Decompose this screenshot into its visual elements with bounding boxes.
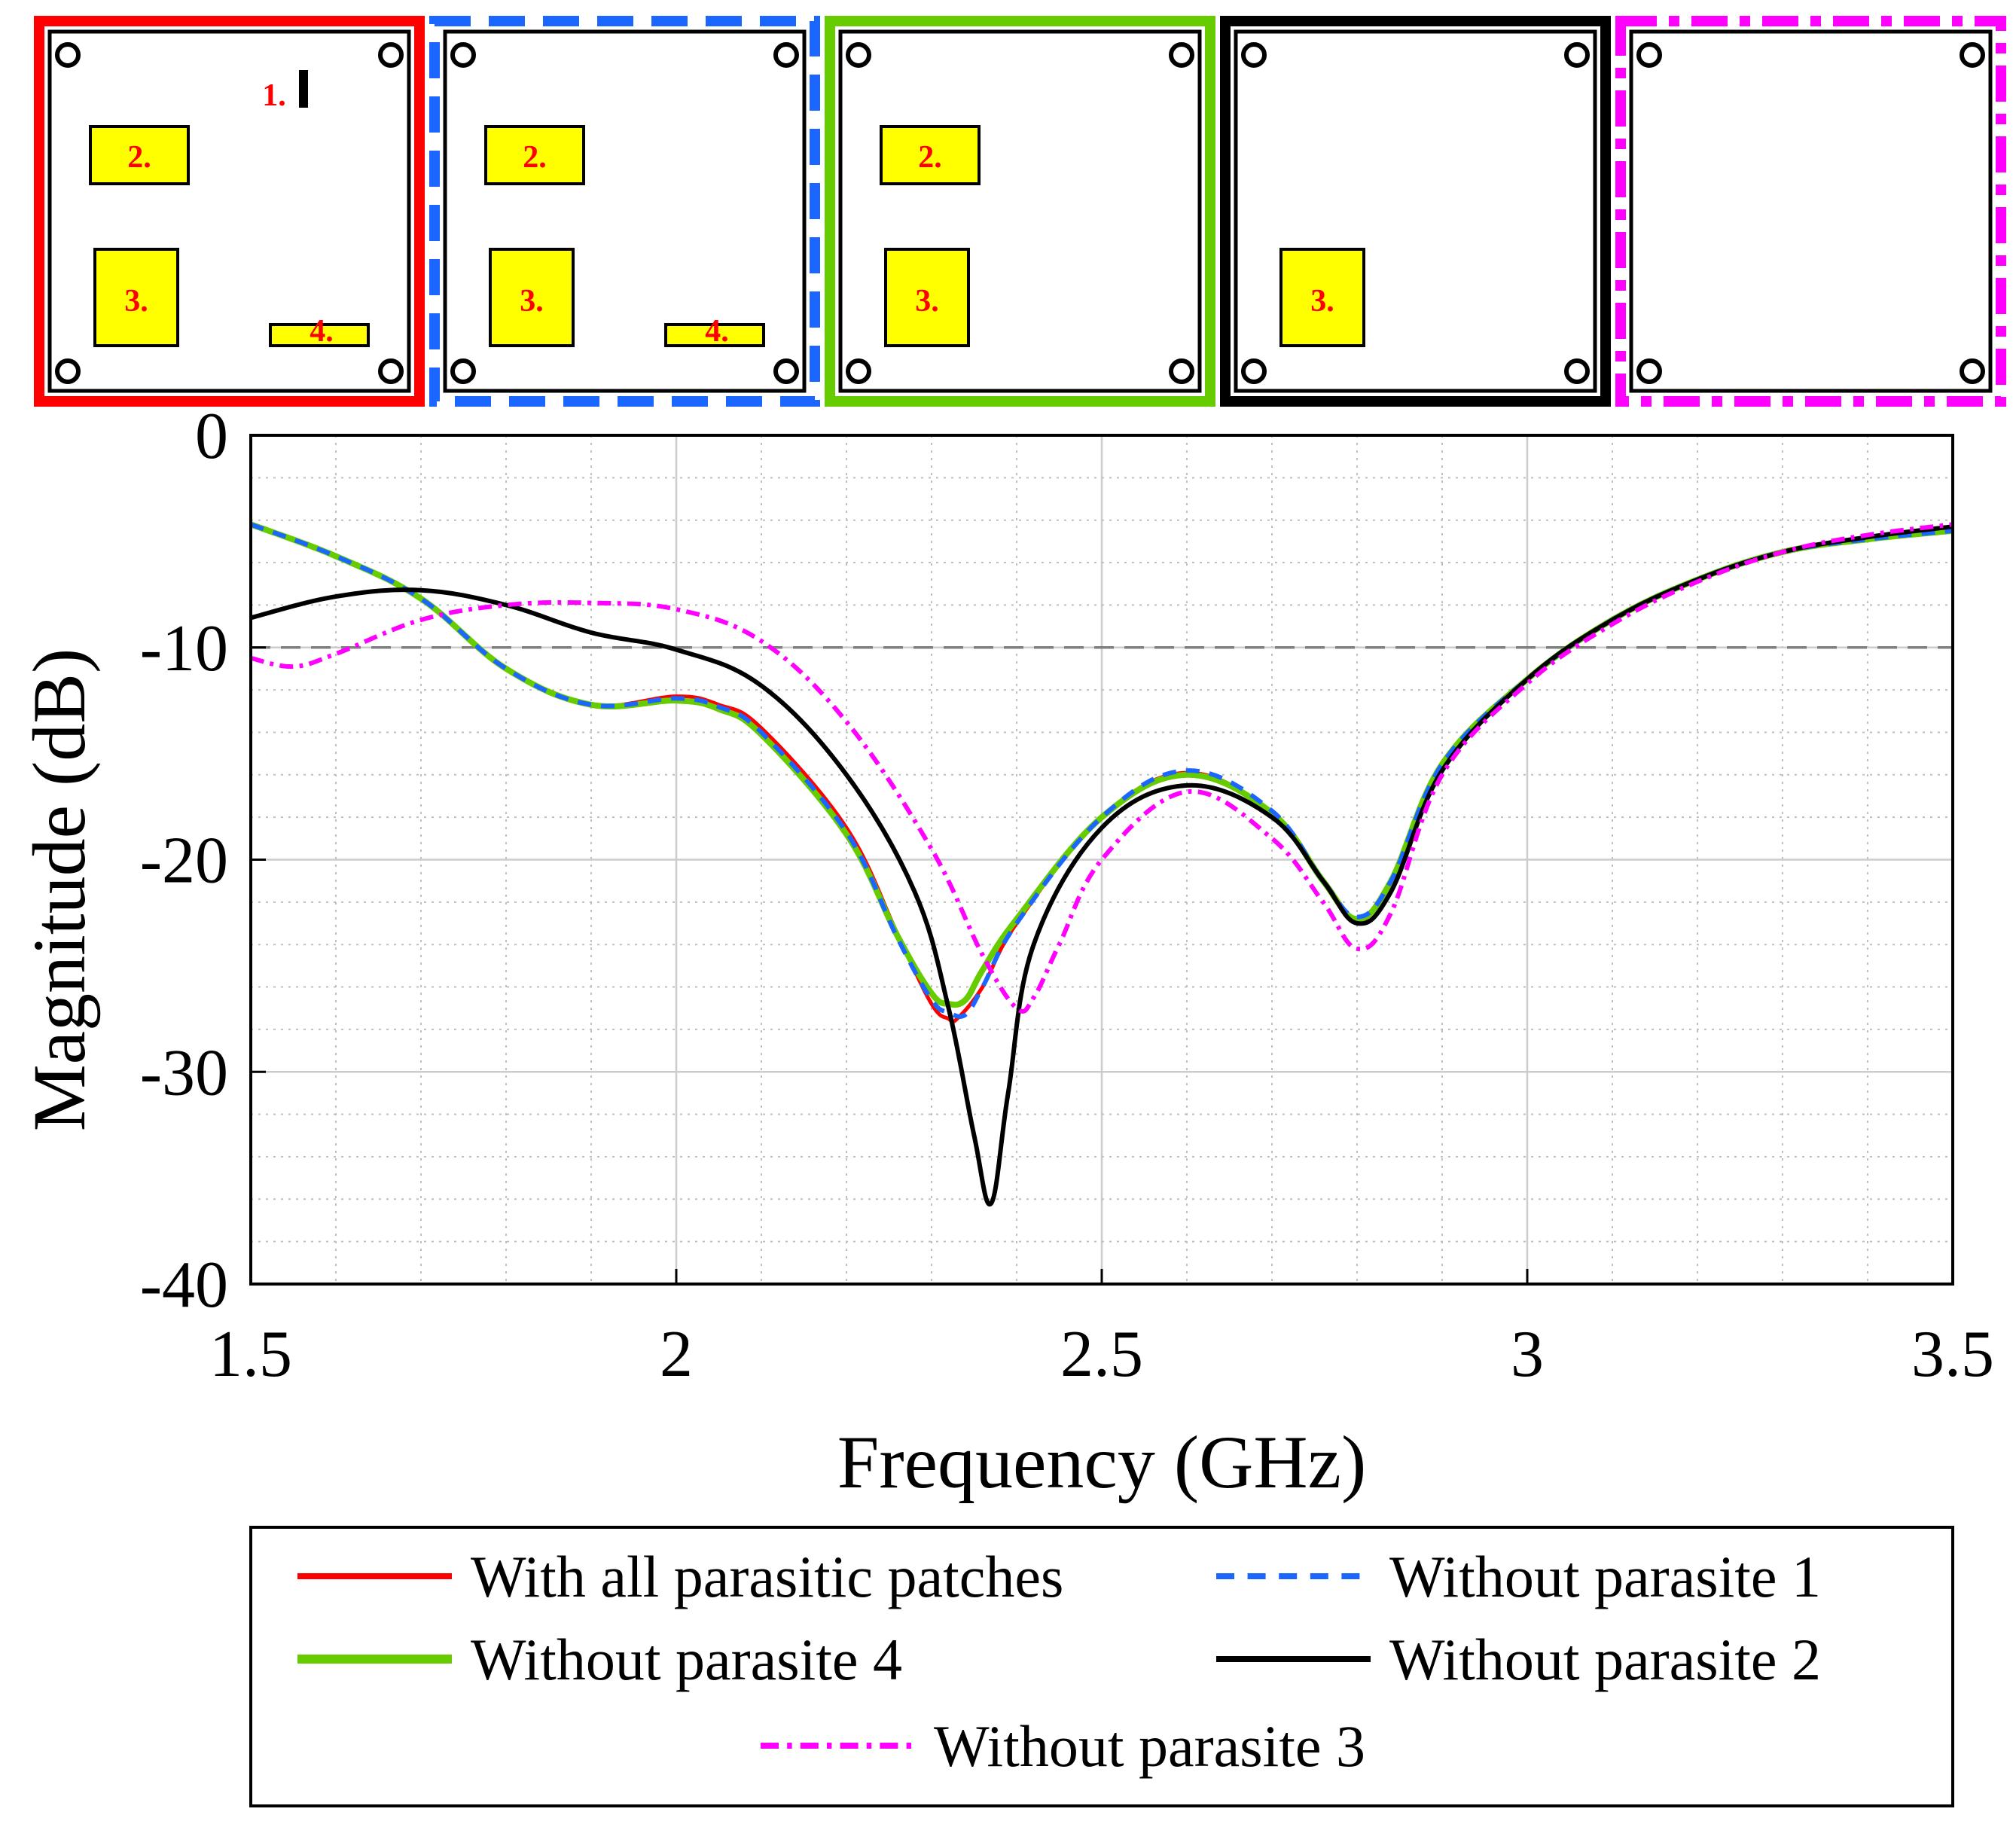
- patch-label-4: 4.: [310, 314, 334, 349]
- mounting-hole-icon: [1636, 42, 1662, 68]
- board-outline: [443, 29, 807, 393]
- antenna-insets: 1. 2. 3. 4. 2. 3. 4. 2. 3. 3.: [34, 16, 2006, 407]
- parasitic-patch-3: [884, 248, 970, 347]
- mounting-hole-icon: [1636, 358, 1662, 384]
- inset-1: 1. 2. 3. 4.: [34, 16, 425, 407]
- mounting-hole-icon: [55, 358, 81, 384]
- board-outline: [1234, 29, 1597, 393]
- parasitic-patch-3: [489, 248, 575, 347]
- mounting-hole-icon: [773, 358, 799, 384]
- legend-label-5: Without parasite 3: [934, 1713, 1365, 1779]
- mounting-hole-icon: [55, 42, 81, 68]
- inset-5: [1615, 16, 2006, 407]
- patch-label-3: 3.: [915, 284, 939, 319]
- tick-labels: 1.5 2 2.5 3 3.5 0 -10 -20 -30 -40: [140, 400, 1994, 1391]
- mounting-hole-icon: [1241, 358, 1267, 384]
- patch-label-3: 3.: [124, 284, 148, 319]
- mounting-hole-icon: [846, 42, 871, 68]
- series-line-5: [250, 522, 1953, 1014]
- mounting-hole-icon: [1241, 42, 1267, 68]
- parasitic-patch-2: [880, 125, 981, 185]
- inset-frame: [1615, 16, 2006, 407]
- x-axis-title: Frequency (GHz): [837, 1420, 1367, 1504]
- legend-box: [249, 1526, 1954, 1807]
- patch-label-2: 2.: [127, 140, 151, 175]
- x-tick-label: 3: [1511, 1318, 1544, 1391]
- patch-label-2: 2.: [523, 140, 547, 175]
- mounting-hole-icon: [773, 42, 799, 68]
- mounting-hole-icon: [450, 42, 476, 68]
- legend-label-4: Without parasite 2: [1389, 1627, 1821, 1692]
- patch-label-3: 3.: [520, 284, 544, 319]
- y-tick-label: -20: [140, 825, 228, 898]
- legend-label-1: With all parasitic patches: [471, 1544, 1063, 1609]
- board-outline: [838, 29, 1202, 393]
- parasitic-patch-4: [269, 323, 370, 347]
- mounting-hole-icon: [1169, 42, 1194, 68]
- series-line-4: [250, 524, 1953, 1207]
- x-tick-label: 3.5: [1911, 1318, 1994, 1391]
- y-tick-label: -30: [140, 1036, 228, 1109]
- y-tick-label: -40: [140, 1249, 228, 1322]
- mounting-hole-icon: [1960, 358, 1985, 384]
- grid: [249, 434, 1954, 1286]
- legend-label-3: Without parasite 4: [471, 1627, 902, 1692]
- parasitic-patch-1: [299, 70, 308, 108]
- mounting-hole-icon: [378, 358, 404, 384]
- mounting-hole-icon: [378, 42, 404, 68]
- parasitic-patch-2: [89, 125, 190, 185]
- legend-label-2: Without parasite 1: [1389, 1544, 1821, 1609]
- y-tick-label: -10: [140, 612, 228, 685]
- mounting-hole-icon: [1169, 358, 1194, 384]
- x-tick-label: 2.5: [1060, 1318, 1143, 1391]
- parasitic-patch-4: [664, 323, 765, 347]
- patch-label-1: 1.: [262, 78, 286, 113]
- x-tick-label: 1.5: [209, 1318, 292, 1391]
- parasitic-patch-3: [93, 248, 179, 347]
- s11-chart: 1.5 2 2.5 3 3.5 0 -10 -20 -30 -40 Frequency (GHz)…: [17, 400, 1994, 1504]
- mounting-hole-icon: [1564, 42, 1590, 68]
- legend: With all parasitic patches Without parasi…: [249, 1526, 1954, 1807]
- board-outline: [1629, 29, 1993, 393]
- y-tick-label: 0: [195, 400, 228, 473]
- inset-4: 3.: [1220, 16, 1611, 407]
- board-outline: [47, 29, 411, 393]
- mounting-hole-icon: [846, 358, 871, 384]
- parasitic-patch-2: [484, 125, 585, 185]
- parasitic-patch-3: [1279, 248, 1365, 347]
- x-tick-label: 2: [660, 1318, 693, 1391]
- patch-label-2: 2.: [918, 140, 942, 175]
- series-group: [249, 521, 1953, 1207]
- mounting-hole-icon: [1564, 358, 1590, 384]
- mounting-hole-icon: [1960, 42, 1985, 68]
- patch-label-4: 4.: [705, 314, 729, 349]
- patch-label-3: 3.: [1310, 284, 1334, 319]
- inset-2: 2. 3. 4.: [429, 16, 820, 407]
- inset-3: 2. 3.: [825, 16, 1215, 407]
- mounting-hole-icon: [450, 358, 476, 384]
- y-axis-title: Magnitude (dB): [17, 648, 101, 1132]
